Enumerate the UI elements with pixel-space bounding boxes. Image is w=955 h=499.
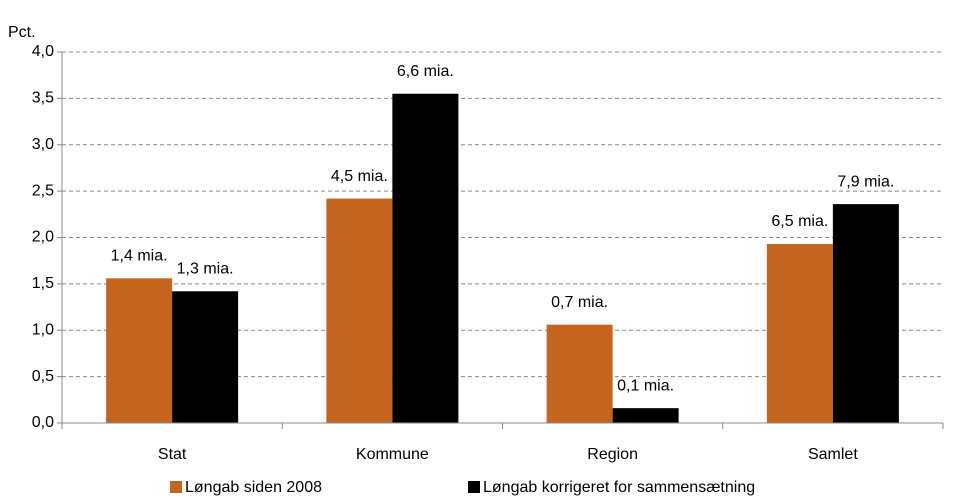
bar-label: 1,3 mia.: [177, 261, 234, 278]
y-tick-label: 0,0: [32, 414, 54, 431]
bar: [326, 198, 393, 423]
y-tick-label: 2,5: [32, 182, 54, 199]
legend-swatch: [468, 481, 480, 493]
y-tick-label: 3,5: [32, 90, 54, 107]
y-tick-label: 2,0: [32, 229, 54, 246]
bar: [546, 324, 613, 423]
x-tick-label: Kommune: [356, 446, 429, 463]
y-tick-label: 1,5: [32, 275, 54, 292]
bar: [172, 291, 239, 423]
bar-label: 6,5 mia.: [771, 213, 828, 230]
x-tick-label: Stat: [158, 446, 187, 463]
bar-label: 7,9 mia.: [837, 173, 894, 190]
y-axis-label: Pct.: [8, 24, 36, 41]
bar: [766, 243, 833, 423]
bar-label: 0,7 mia.: [551, 294, 608, 311]
bar-label: 0,1 mia.: [617, 377, 674, 394]
y-tick-label: 0,5: [32, 368, 54, 385]
x-tick-label: Region: [587, 446, 638, 463]
y-tick-label: 3,0: [32, 136, 54, 153]
legend-label: Løngab siden 2008: [185, 479, 322, 496]
legend-swatch: [170, 481, 182, 493]
bar: [392, 93, 459, 424]
bar: [106, 278, 173, 423]
legend-label: Løngab korrigeret for sammensætning: [483, 479, 755, 496]
bar: [612, 408, 679, 423]
bar-label: 1,4 mia.: [111, 248, 168, 265]
y-tick-label: 1,0: [32, 321, 54, 338]
bar-label: 4,5 mia.: [331, 168, 388, 185]
y-tick-label: 4,0: [32, 43, 54, 60]
bar-label: 6,6 mia.: [397, 63, 454, 80]
x-tick-label: Samlet: [808, 446, 858, 463]
bar: [832, 204, 899, 423]
